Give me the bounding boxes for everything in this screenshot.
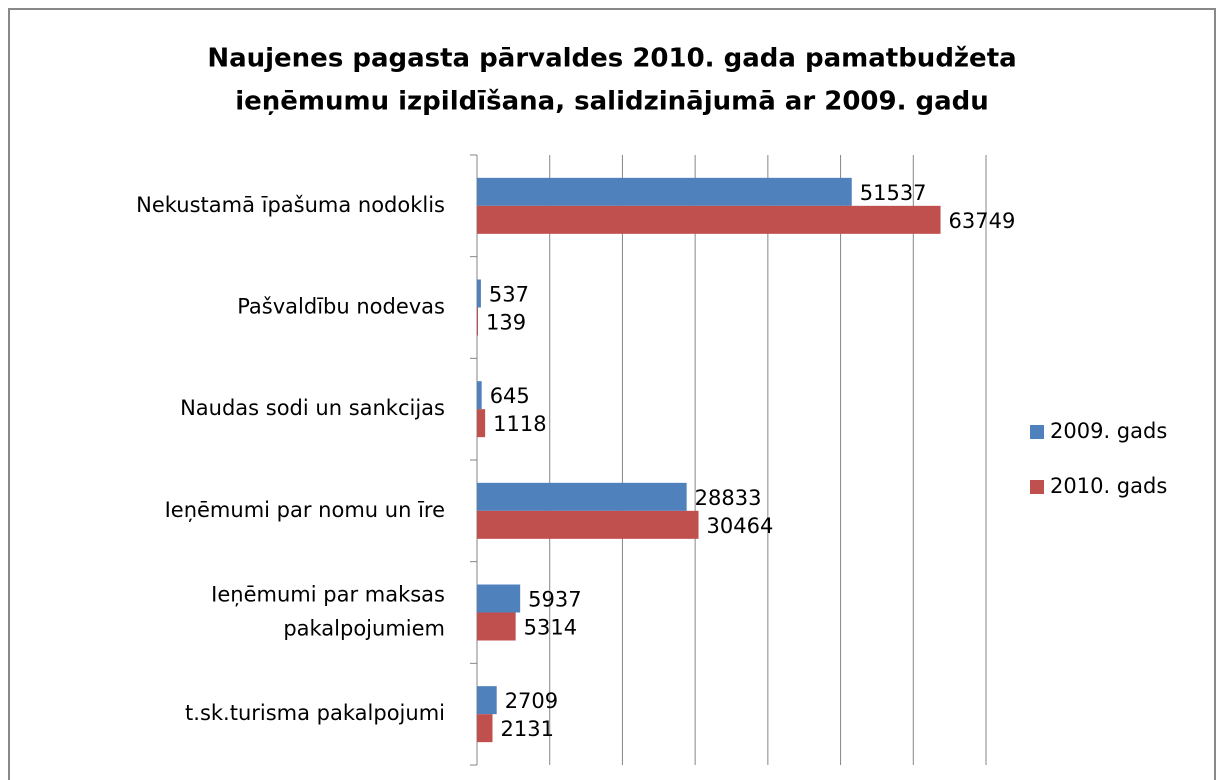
- value-label: 645: [490, 384, 530, 408]
- bar: [477, 612, 516, 641]
- value-label: 63749: [949, 209, 1016, 233]
- value-label: 30464: [707, 514, 774, 538]
- value-label: 1118: [493, 412, 546, 436]
- bar: [477, 307, 479, 336]
- y-tick-label: Ieņēmumi par maksas pakalpojumiem: [211, 583, 445, 641]
- bar: [477, 279, 481, 308]
- bar: [477, 381, 482, 410]
- y-tick-label: Naudas sodi un sankcijas: [180, 396, 445, 420]
- chart-title: Naujenes pagasta pārvaldes 2010. gada pa…: [207, 43, 1016, 116]
- value-label: 5937: [528, 588, 581, 612]
- legend-swatch: [1030, 425, 1044, 439]
- y-tick-label: Nekustamā īpašuma nodoklis: [136, 193, 445, 217]
- y-tick-label: Ieņēmumi par nomu un īre: [165, 498, 445, 522]
- y-tick-label: Pašvaldību nodevas: [237, 295, 445, 319]
- bar: [477, 177, 852, 206]
- bar: [477, 510, 699, 539]
- bar: [477, 205, 941, 234]
- legend-label: 2010. gads: [1050, 474, 1167, 498]
- chart-border: [8, 8, 1216, 780]
- value-label: 537: [489, 283, 529, 307]
- legend-swatch: [1030, 480, 1044, 494]
- bar: [477, 584, 521, 613]
- bar: [477, 482, 687, 511]
- value-label: 51537: [860, 181, 927, 205]
- bar: [477, 714, 493, 743]
- value-label: 2709: [505, 689, 558, 713]
- value-label: 139: [486, 311, 526, 335]
- y-tick-label: t.sk.turisma pakalpojumi: [185, 701, 445, 725]
- value-label: 2131: [500, 717, 553, 741]
- bar: [477, 686, 497, 715]
- value-label: 28833: [695, 486, 762, 510]
- legend-label: 2009. gads: [1050, 419, 1167, 443]
- value-label: 5314: [524, 616, 577, 640]
- bar: [477, 409, 486, 438]
